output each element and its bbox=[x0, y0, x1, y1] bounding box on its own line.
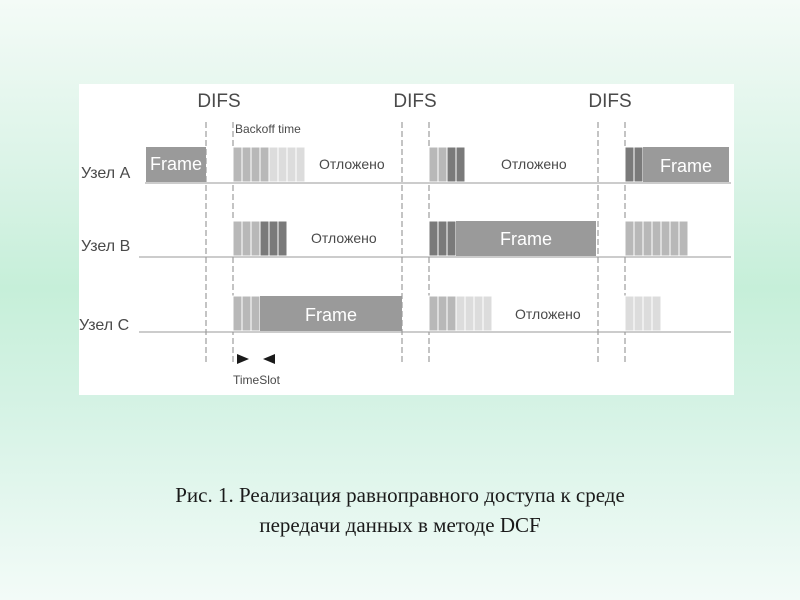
difs-label: DIFS bbox=[393, 91, 436, 112]
frame-label: Frame bbox=[150, 154, 202, 174]
backoff-slot bbox=[633, 220, 644, 257]
difs-label: DIFS bbox=[588, 91, 631, 112]
frame-block bbox=[643, 147, 729, 182]
backoff-slot bbox=[446, 220, 457, 257]
backoff-slot bbox=[669, 220, 680, 257]
backoff-slot bbox=[446, 295, 457, 332]
node-c-row: Frame Отложено bbox=[232, 295, 662, 332]
backoff-slot bbox=[482, 295, 493, 332]
backoff-slots bbox=[428, 295, 493, 332]
backoff-slot bbox=[259, 220, 270, 257]
backoff-slot bbox=[624, 220, 635, 257]
backoff-slot bbox=[642, 220, 653, 257]
figure-caption: Рис. 1. Реализация равноправного доступа… bbox=[0, 480, 800, 540]
caption-line-1: Рис. 1. Реализация равноправного доступа… bbox=[175, 483, 625, 507]
backoff-slot bbox=[428, 295, 439, 332]
timeslot-marker bbox=[237, 354, 275, 364]
backoff-slot bbox=[678, 220, 689, 257]
frame-block bbox=[146, 147, 206, 182]
backoff-slot bbox=[295, 146, 306, 183]
frame-label: Frame bbox=[500, 229, 552, 249]
backoff-slots bbox=[624, 220, 689, 257]
node-label-a: Узел A bbox=[81, 165, 131, 182]
backoff-slot bbox=[250, 220, 261, 257]
backoff-slot bbox=[277, 146, 288, 183]
backoff-slot bbox=[232, 295, 243, 332]
backoff-slots bbox=[428, 220, 457, 257]
deferred-label: Отложено bbox=[319, 156, 385, 172]
arrow-left-icon bbox=[263, 354, 275, 364]
frame-label: Frame bbox=[660, 156, 712, 176]
backoff-slot bbox=[437, 146, 448, 183]
node-label-c: Узел C bbox=[79, 317, 129, 334]
caption-line-2: передачи данных в методе DCF bbox=[259, 513, 541, 537]
node-a-row: Frame Отложено bbox=[146, 146, 729, 183]
dcf-timing-diagram: DIFS DIFS DIFS Backoff time Узел A Узел … bbox=[79, 84, 734, 395]
backoff-slot bbox=[259, 146, 270, 183]
backoff-slot bbox=[633, 295, 644, 332]
backoff-slot bbox=[624, 295, 635, 332]
backoff-slot bbox=[250, 146, 261, 183]
backoff-slot bbox=[286, 146, 297, 183]
backoff-slots bbox=[624, 295, 662, 332]
arrow-right-icon bbox=[237, 354, 249, 364]
backoff-slot bbox=[464, 295, 475, 332]
backoff-slot bbox=[241, 146, 252, 183]
node-b-row: Отложено Frame bbox=[232, 220, 689, 257]
frame-block bbox=[456, 221, 596, 256]
backoff-slot bbox=[277, 220, 288, 257]
node-baselines bbox=[139, 182, 731, 333]
frame-block bbox=[260, 296, 402, 331]
deferred-label: Отложено bbox=[515, 306, 581, 322]
backoff-slots bbox=[428, 146, 466, 183]
backoff-slot bbox=[428, 146, 439, 183]
backoff-slot bbox=[268, 220, 279, 257]
deferred-label: Отложено bbox=[501, 156, 567, 172]
backoff-slot bbox=[455, 295, 466, 332]
diagram-canvas: DIFS DIFS DIFS Backoff time Узел A Узел … bbox=[79, 91, 731, 387]
backoff-slot bbox=[624, 146, 635, 183]
backoff-slot bbox=[660, 220, 671, 257]
backoff-slot bbox=[241, 295, 252, 332]
backoff-slot bbox=[437, 295, 448, 332]
backoff-slot bbox=[268, 146, 279, 183]
backoff-slot bbox=[428, 220, 439, 257]
backoff-slot bbox=[241, 220, 252, 257]
backoff-slot bbox=[651, 220, 662, 257]
frame-label: Frame bbox=[305, 305, 357, 325]
backoff-slots bbox=[624, 146, 644, 183]
node-label-b: Узел B bbox=[81, 238, 130, 255]
backoff-slot bbox=[455, 146, 466, 183]
backoff-slot bbox=[473, 295, 484, 332]
backoff-slot bbox=[232, 146, 243, 183]
deferred-label: Отложено bbox=[311, 230, 377, 246]
backoff-time-label: Backoff time bbox=[235, 122, 301, 136]
backoff-slots bbox=[232, 146, 306, 183]
backoff-slot bbox=[633, 146, 644, 183]
backoff-slot bbox=[651, 295, 662, 332]
backoff-slots bbox=[232, 295, 261, 332]
backoff-slot bbox=[250, 295, 261, 332]
difs-label: DIFS bbox=[197, 91, 240, 112]
backoff-slot bbox=[232, 220, 243, 257]
backoff-slots bbox=[232, 220, 288, 257]
backoff-slot bbox=[642, 295, 653, 332]
timeslot-label: TimeSlot bbox=[233, 373, 281, 387]
backoff-slot bbox=[446, 146, 457, 183]
backoff-slot bbox=[437, 220, 448, 257]
